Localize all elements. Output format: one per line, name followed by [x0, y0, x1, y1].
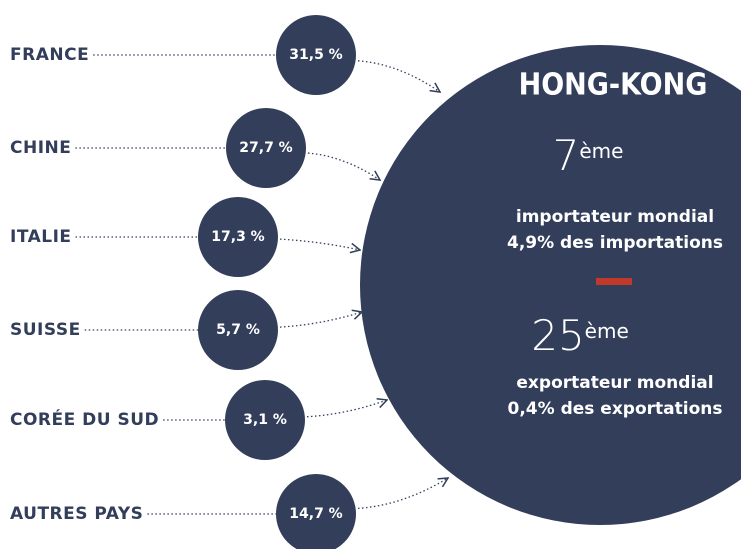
share-value: 31,5 %: [289, 47, 342, 63]
country-label: SUISSE: [10, 320, 81, 340]
export-rank-suffix: ème: [585, 319, 629, 343]
arrow: [275, 238, 360, 250]
export-line1: exportateur mondial: [516, 373, 713, 393]
share-circle: [198, 290, 278, 370]
country-label: ITALIE: [10, 227, 72, 247]
arrow: [353, 478, 448, 510]
share-circle: [198, 197, 278, 277]
country-label: FRANCE: [10, 45, 89, 65]
country-label: CHINE: [10, 138, 71, 158]
import-line1: importateur mondial: [516, 207, 714, 227]
arrow: [302, 400, 387, 418]
hub-circle: [360, 45, 741, 525]
share-circle: [226, 108, 306, 188]
share-circle: [225, 380, 305, 460]
export-line2: 0,4% des exportations: [508, 399, 723, 419]
country-label: AUTRES PAYS: [10, 504, 143, 524]
share-value: 27,7 %: [239, 140, 292, 156]
export-rank-number: 25: [531, 311, 584, 360]
import-rank: 7ème: [553, 131, 624, 180]
share-value: 5,7 %: [216, 322, 260, 338]
share-circle: [276, 15, 356, 95]
share-value: 3,1 %: [243, 412, 287, 428]
links: [75, 54, 448, 515]
hub-title: HONG-KONG: [519, 68, 708, 103]
arrow: [353, 59, 440, 92]
export-rank: 25ème: [531, 311, 629, 360]
import-rank-number: 7: [553, 131, 580, 180]
share-value: 17,3 %: [211, 229, 264, 245]
share-value: 14,7 %: [289, 506, 342, 522]
import-rank-suffix: ème: [579, 139, 623, 163]
arrow: [303, 152, 380, 180]
country-label: CORÉE DU SUD: [10, 408, 159, 430]
share-circle: [276, 474, 356, 549]
arrow: [275, 312, 362, 328]
separator: [596, 278, 632, 285]
import-line2: 4,9% des importations: [507, 233, 723, 253]
